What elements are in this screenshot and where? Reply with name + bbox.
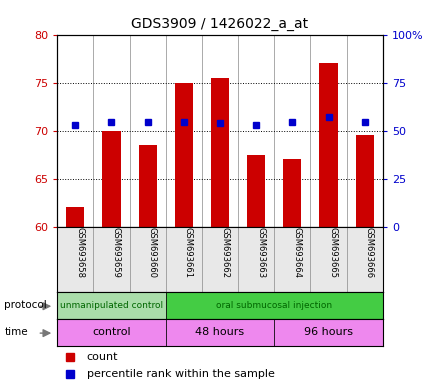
Text: GSM693666: GSM693666 xyxy=(365,227,374,278)
Text: time: time xyxy=(4,327,28,337)
Bar xyxy=(166,319,274,346)
Bar xyxy=(247,154,265,227)
Text: GSM693660: GSM693660 xyxy=(148,227,157,278)
Bar xyxy=(211,78,229,227)
Bar xyxy=(319,63,337,227)
Bar xyxy=(66,207,84,227)
Text: GSM693663: GSM693663 xyxy=(256,227,265,278)
Bar xyxy=(283,159,301,227)
Bar xyxy=(139,145,157,227)
Bar xyxy=(103,131,121,227)
Bar xyxy=(166,292,383,319)
Text: count: count xyxy=(87,352,118,362)
Text: control: control xyxy=(92,327,131,337)
Text: GSM693665: GSM693665 xyxy=(329,227,337,278)
Text: percentile rank within the sample: percentile rank within the sample xyxy=(87,369,275,379)
Text: 48 hours: 48 hours xyxy=(195,327,245,337)
Text: 96 hours: 96 hours xyxy=(304,327,353,337)
Bar xyxy=(175,83,193,227)
Text: GSM693664: GSM693664 xyxy=(292,227,301,278)
Text: GSM693659: GSM693659 xyxy=(111,227,121,277)
Bar xyxy=(57,292,166,319)
Text: unmanipulated control: unmanipulated control xyxy=(60,301,163,310)
Bar xyxy=(274,319,383,346)
Text: GSM693661: GSM693661 xyxy=(184,227,193,278)
Text: protocol: protocol xyxy=(4,300,47,310)
Text: GSM693662: GSM693662 xyxy=(220,227,229,278)
Bar xyxy=(356,135,374,227)
Text: oral submucosal injection: oral submucosal injection xyxy=(216,301,332,310)
Bar xyxy=(57,319,166,346)
Text: GDS3909 / 1426022_a_at: GDS3909 / 1426022_a_at xyxy=(132,17,308,31)
Text: GSM693658: GSM693658 xyxy=(75,227,84,278)
